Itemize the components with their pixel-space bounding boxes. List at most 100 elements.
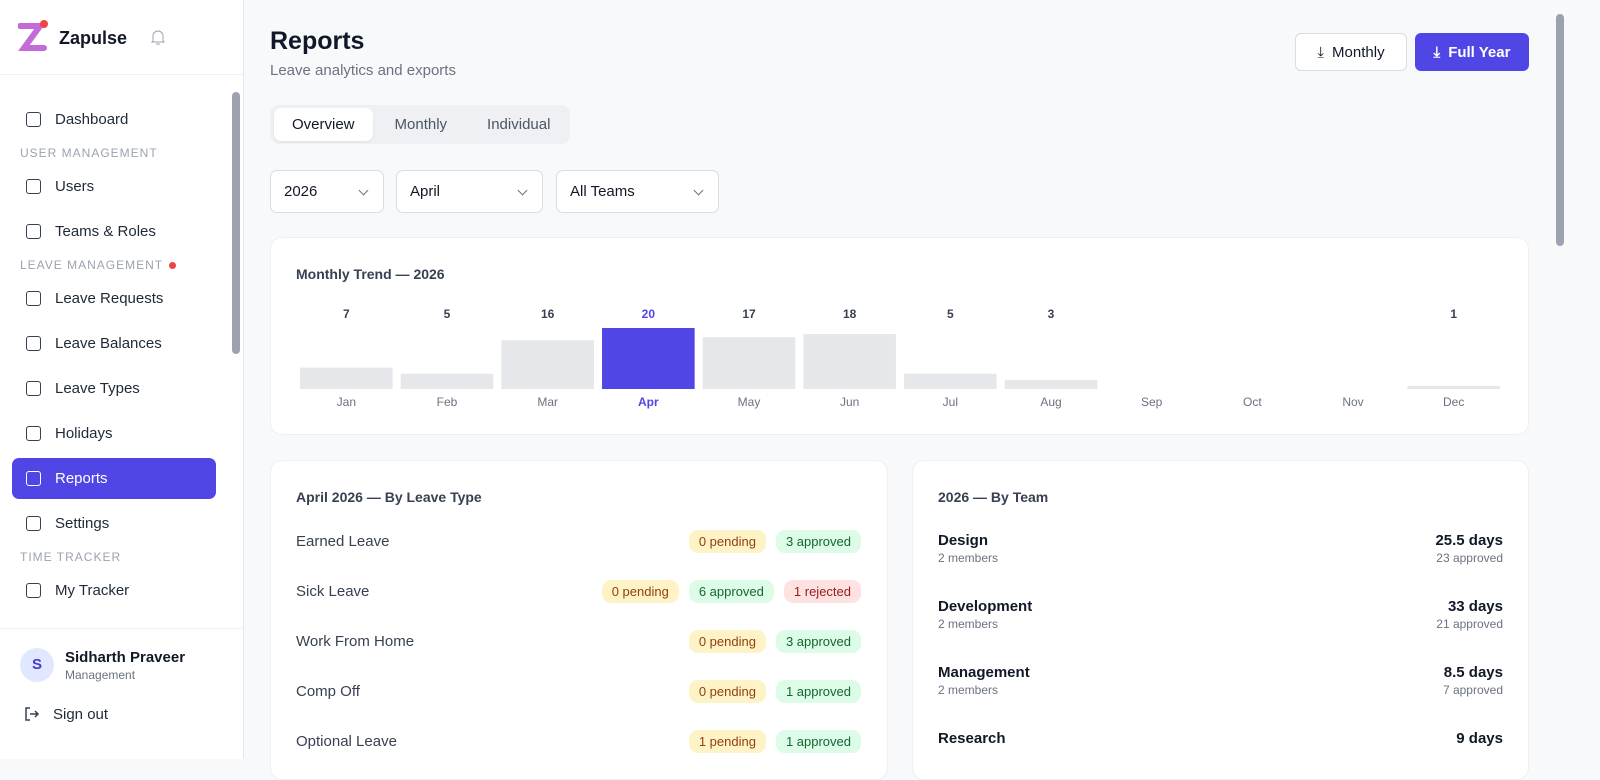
bar <box>1004 379 1098 389</box>
nav-item[interactable]: Leave Requests <box>12 278 216 319</box>
value-label: 16 <box>541 307 555 321</box>
logo <box>18 20 48 51</box>
nav-item[interactable]: Leave Types <box>12 368 216 409</box>
export-full-year[interactable]: ⤓ Full Year <box>1415 33 1529 71</box>
tab[interactable]: Monthly <box>394 116 448 133</box>
sign-out-icon <box>25 707 40 721</box>
status-badge: 0 pending <box>688 630 766 653</box>
team-approved: 23 approved <box>1436 551 1503 565</box>
app-name: Zapulse <box>59 28 128 48</box>
status-badge: 6 approved <box>688 580 774 603</box>
month-label: May <box>738 395 761 409</box>
nav-item[interactable]: Settings <box>12 503 216 544</box>
bar <box>602 328 695 389</box>
nav-item[interactable]: Leave Balances <box>12 323 216 364</box>
status-badge: 1 pending <box>688 730 766 753</box>
team-approved: 7 approved <box>1442 683 1503 697</box>
user-role: Management <box>65 668 136 682</box>
trend-chart: Jan 7 Feb 5 Mar 16 Apr 20 May 17 Jun 18 Jul 5 Aug 3 Sep O… <box>300 307 1500 409</box>
sidebar: Zapulse Dashboard USER MANAGEMENT Users Tea… <box>0 0 244 759</box>
nav-label: Dashboard <box>55 111 129 128</box>
leave-type: Earned Leave <box>296 533 390 550</box>
team-days: 33 days <box>1447 598 1503 615</box>
tab[interactable]: Overview <box>274 108 373 141</box>
value-label: 17 <box>742 307 756 321</box>
month-label: Aug <box>1040 395 1061 409</box>
team-members: 2 members <box>938 617 999 631</box>
team-select[interactable]: All Teams <box>556 170 719 213</box>
status-badge: 0 pending <box>688 530 766 553</box>
nav-icon <box>26 179 41 194</box>
nav-item[interactable]: Dashboard <box>12 99 216 140</box>
nav-label: My Tracker <box>55 582 130 599</box>
bell-icon[interactable] <box>150 28 166 46</box>
badges: 1 pending 1 approved <box>679 730 861 753</box>
button-label: Full Year <box>1448 43 1511 61</box>
page-subtitle: Leave analytics and exports <box>270 62 456 79</box>
by-team-card: 2026 — By Team Design 25.5 days 2 members 2… <box>912 460 1529 780</box>
page-scrollbar[interactable] <box>1556 14 1564 246</box>
nav-item[interactable]: Users <box>12 166 216 207</box>
tab[interactable]: Individual <box>487 116 551 133</box>
status-badge: 1 rejected <box>783 580 861 603</box>
nav-icon <box>26 583 41 598</box>
leave-type: Work From Home <box>296 633 415 650</box>
nav-item[interactable]: My Tracker <box>12 570 216 611</box>
button-label: Monthly <box>1332 43 1385 61</box>
value-label: 18 <box>843 307 857 321</box>
badges: 0 pending 3 approved <box>679 630 861 653</box>
card-title: Monthly Trend — 2026 <box>296 266 445 282</box>
value-label: 3 <box>1048 307 1055 321</box>
team-days: 8.5 days <box>1443 664 1503 681</box>
nav-item[interactable]: Reports <box>12 458 216 499</box>
tabs: Overview Monthly Individual <box>270 105 570 144</box>
bar <box>501 340 594 389</box>
nav-item[interactable]: Holidays <box>12 413 216 454</box>
nav-icon <box>26 291 41 306</box>
bar <box>400 373 494 389</box>
nav-label: Teams & Roles <box>55 223 156 240</box>
status-badge: 1 approved <box>775 730 861 753</box>
nav-icon <box>26 516 41 531</box>
badges: 0 pending 6 approved 1 rejected <box>592 580 861 603</box>
badges: 0 pending 3 approved <box>679 530 861 553</box>
value-label: 20 <box>642 307 656 321</box>
nav-label: Reports <box>55 470 108 487</box>
page: Zapulse Dashboard USER MANAGEMENT Users Tea… <box>0 0 1600 759</box>
month-label: Jan <box>337 395 356 409</box>
year-select[interactable]: 2026 <box>270 170 384 213</box>
avatar: S <box>20 648 54 682</box>
nav-section: TIME TRACKER <box>20 550 122 564</box>
value-label: 1 <box>1450 307 1457 321</box>
nav-section: LEAVE MANAGEMENT <box>20 258 177 272</box>
month-label: Nov <box>1342 395 1363 409</box>
bar <box>904 373 997 389</box>
month-label: Jul <box>943 395 958 409</box>
nav-label: Settings <box>55 515 110 532</box>
nav-icon <box>26 112 41 127</box>
team-name: Research <box>938 730 1006 747</box>
status-badge: 0 pending <box>601 580 679 603</box>
sign-out[interactable]: Sign out <box>53 706 109 723</box>
bar <box>1407 385 1500 389</box>
page-title: Reports <box>270 27 365 55</box>
by-type-card: April 2026 — By Leave Type Earned Leave 0… <box>270 460 888 780</box>
month-label: Oct <box>1243 395 1262 409</box>
month-label: Sep <box>1141 395 1163 409</box>
leave-type: Comp Off <box>296 683 360 700</box>
scrollbar[interactable] <box>232 92 240 354</box>
user-name: Sidharth Praveer <box>65 649 186 666</box>
card-title: 2026 — By Team <box>938 489 1049 505</box>
month-select[interactable]: April <box>396 170 543 213</box>
nav-icon <box>26 426 41 441</box>
nav-item[interactable]: Teams & Roles <box>12 211 216 252</box>
value-label: 7 <box>343 307 350 321</box>
value-label: 5 <box>947 307 954 321</box>
status-badge: 1 approved <box>775 680 861 703</box>
export-monthly[interactable]: ⤓ Monthly <box>1295 33 1407 71</box>
team-days: 9 days <box>1456 730 1503 747</box>
nav-section: USER MANAGEMENT <box>20 146 158 160</box>
month-label: Jun <box>840 395 859 409</box>
nav-label: Leave Requests <box>55 290 164 307</box>
nav-label: Leave Types <box>55 380 140 397</box>
